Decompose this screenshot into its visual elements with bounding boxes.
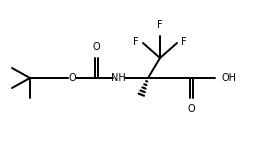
Text: NH: NH [111, 73, 125, 83]
Text: F: F [157, 20, 163, 30]
Text: F: F [133, 37, 139, 47]
Text: F: F [181, 37, 187, 47]
Text: O: O [68, 73, 76, 83]
Text: OH: OH [222, 73, 237, 83]
Text: O: O [92, 42, 100, 52]
Text: O: O [187, 104, 195, 114]
